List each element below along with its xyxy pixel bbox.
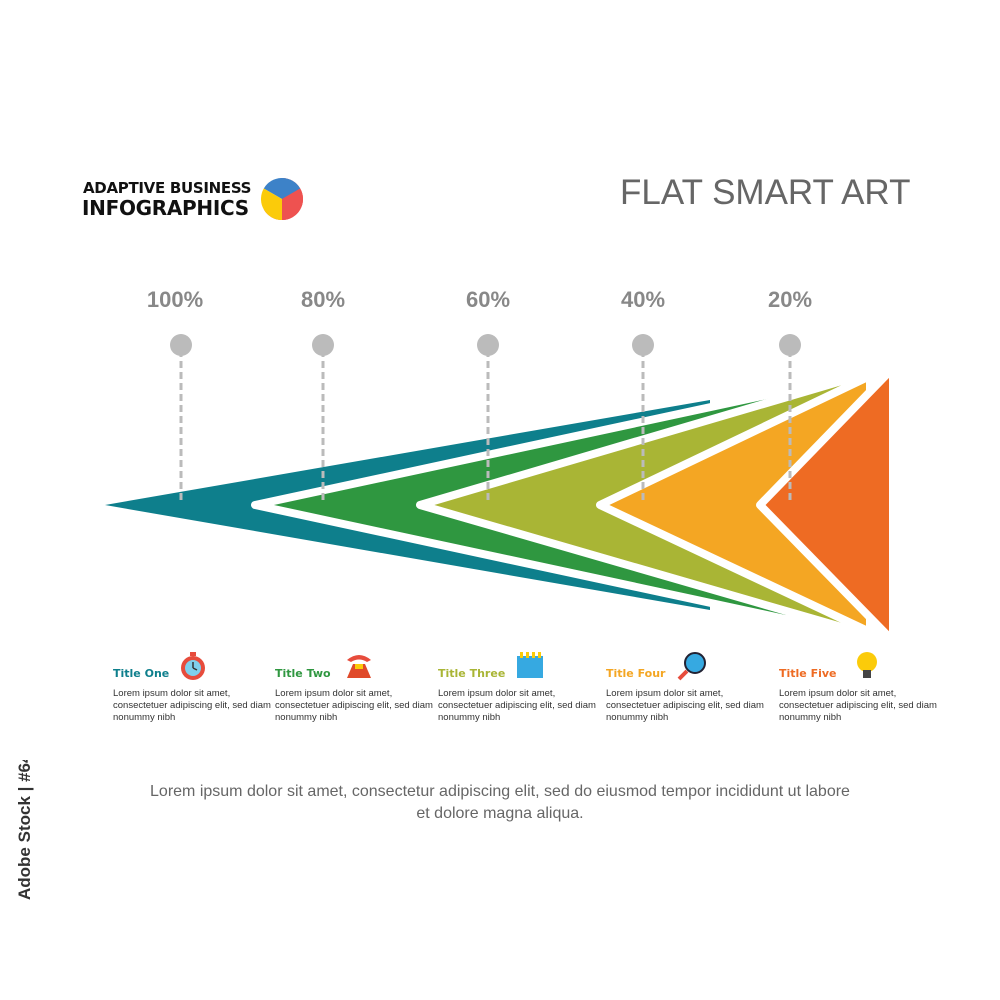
- item-text: Lorem ipsum dolor sit amet, consectetuer…: [779, 688, 937, 723]
- chevron-band-5: [756, 364, 897, 645]
- level-label: 60%: [465, 287, 511, 312]
- watermark-side-text: Adobe Stock | #641834236: [15, 760, 34, 900]
- magnifier-icon: [677, 652, 706, 681]
- marker-dot: [779, 334, 801, 356]
- item-title: Title One: [113, 667, 170, 680]
- logo-line1: ADAPTIVE BUSINESS: [83, 179, 252, 197]
- item-title: Title Three: [438, 667, 506, 680]
- level-label: 80%: [300, 287, 346, 312]
- item-text: Lorem ipsum dolor sit amet, consectetuer…: [275, 688, 433, 723]
- marker-dot: [312, 334, 334, 356]
- marker-dot: [477, 334, 499, 356]
- logo-line2: INFOGRAPHICS: [82, 196, 249, 220]
- svg-text:Adobe Stock | #641834236: Adobe Stock | #641834236: [15, 760, 34, 900]
- level-label: 100%: [146, 287, 204, 312]
- calendar-icon: [517, 652, 543, 678]
- page-title: FLAT SMART ART: [620, 173, 911, 212]
- level-label: 40%: [620, 287, 666, 312]
- alarm-clock-icon: [181, 652, 205, 680]
- item-text: Lorem ipsum dolor sit amet, consectetuer…: [438, 688, 596, 723]
- level-label: 20%: [767, 287, 813, 312]
- item-text: Lorem ipsum dolor sit amet, consectetuer…: [113, 688, 271, 723]
- item-title: Title Five: [779, 667, 837, 680]
- item-text: Lorem ipsum dolor sit amet, consectetuer…: [606, 688, 764, 723]
- item-title: Title Four: [606, 667, 666, 680]
- marker-dot: [170, 334, 192, 356]
- marker-dot: [632, 334, 654, 356]
- lightbulb-icon: [857, 652, 877, 678]
- telephone-icon: [347, 655, 371, 678]
- pie-logo-icon: [261, 178, 303, 220]
- footer-text: Lorem ipsum dolor sit amet, consectetur …: [150, 783, 850, 822]
- item-title: Title Two: [275, 667, 331, 680]
